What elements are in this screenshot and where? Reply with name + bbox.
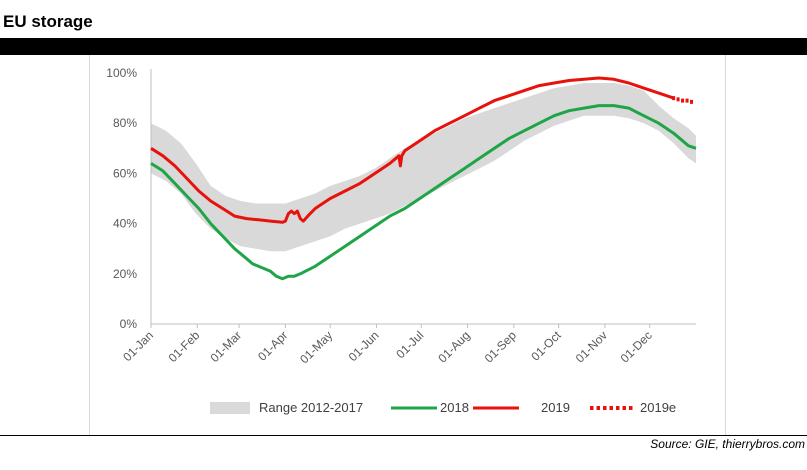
bottom-divider [0,435,807,436]
legend-swatch-2019e [622,406,626,410]
series-point-2019e [672,96,676,101]
source-note: Source: GIE, thierrybros.com [650,437,805,451]
range-band [151,83,696,252]
y-tick-label: 80% [113,116,137,130]
legend-swatch-2019e [609,406,613,410]
legend-label: 2019e [640,400,676,415]
y-tick-label: 60% [113,166,137,180]
x-tick-label: 01-Aug [435,328,472,365]
series-line-2019 [150,76,675,224]
x-tick-label: 01-Jun [346,328,382,364]
chart-svg: 0% 20% 40% 60% 80% 100% 01-Jan 01-Feb 01-Mar 01-A… [106,66,697,415]
legend-label: Range 2012-2017 [259,400,363,415]
series-point-2019e [676,97,680,102]
legend-swatch-2019e [596,406,600,410]
x-tick-label: 01-Sep [482,328,519,365]
y-tick-label: 100% [106,66,137,80]
chart-title: EU storage [3,12,93,31]
x-tick-label: 01-Feb [166,328,203,365]
legend-label: 2018 [440,400,469,415]
chart-area: 0% 20% 40% 60% 80% 100% 01-Jan 01-Feb 01-Mar 01-A… [89,55,726,435]
legend-swatch-2019e [603,406,607,410]
x-tick-label: 01-Jul [393,328,426,361]
x-tick-label: 01-Oct [528,328,564,364]
legend-swatch-range [210,402,250,414]
legend-label: 2019 [541,400,570,415]
y-tick-label: 20% [113,267,137,281]
x-tick-label: 01-Dec [618,328,655,365]
series-line-2018 [150,104,697,281]
legend-swatch-2019e [590,406,594,410]
x-tick-label: 01-May [297,328,335,366]
series-point-2019e [690,99,694,104]
x-tick-label: 01-Apr [255,328,290,363]
y-tick-label: 0% [120,317,138,331]
y-tick-label: 40% [113,217,137,231]
legend-swatch-2019e [629,406,633,410]
series-point-2019e [685,98,689,103]
series-point-2019e [681,98,685,103]
legend-swatch-2019e [616,406,620,410]
title-bar-divider [0,38,807,55]
x-tick-label: 01-Mar [207,328,244,365]
x-tick-label: 01-Nov [573,328,610,365]
x-tick-label: 01-Jan [120,328,156,364]
